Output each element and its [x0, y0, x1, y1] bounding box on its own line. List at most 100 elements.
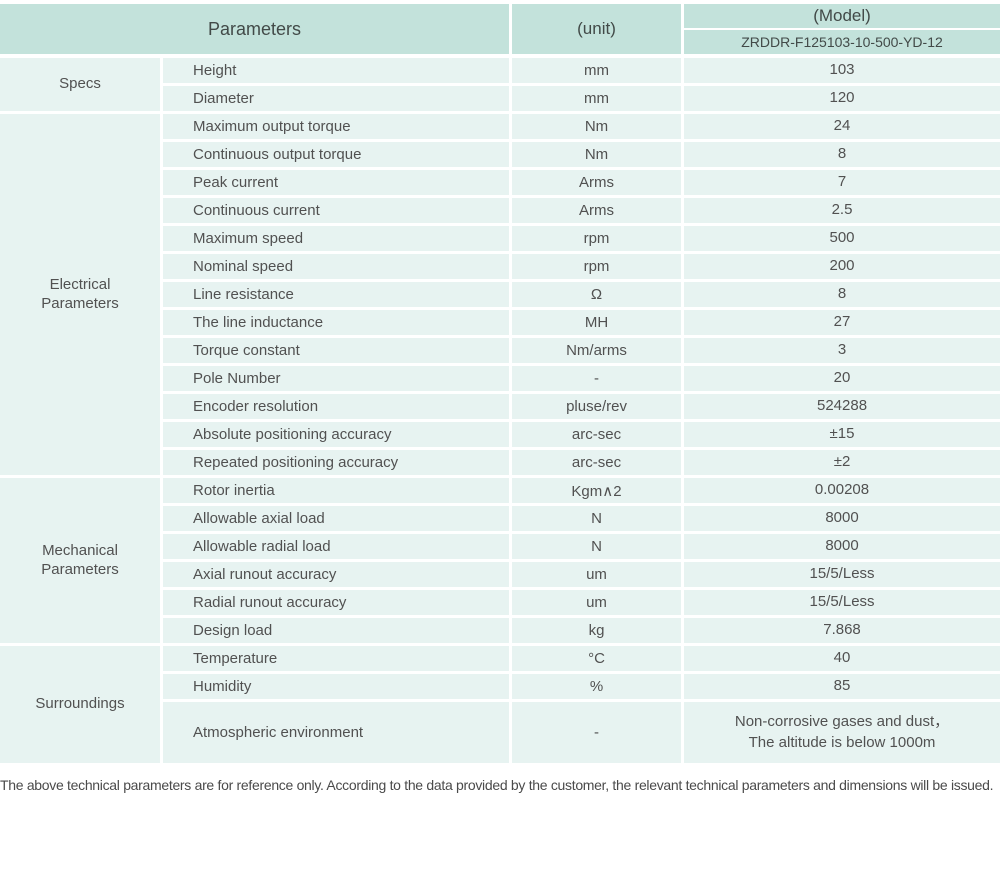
value-cell: 3 [684, 338, 1000, 366]
value-cell: 2.5 [684, 198, 1000, 226]
table-row: Diameter mm 120 [0, 86, 1000, 114]
name-cell: Torque constant [163, 338, 513, 366]
name-cell: Humidity [163, 674, 513, 702]
value-cell: 27 [684, 310, 1000, 338]
unit-cell: Arms [512, 170, 685, 198]
value-cell: 7.868 [684, 618, 1000, 646]
table-row: Atmospheric environment - Non-corrosive ga… [0, 702, 1000, 766]
unit-cell: arc-sec [512, 450, 685, 478]
name-cell: Repeated positioning accuracy [163, 450, 513, 478]
value-cell: 8 [684, 142, 1000, 170]
table-row: The line inductance MH 27 [0, 310, 1000, 338]
unit-cell: um [512, 590, 685, 618]
value-cell: 15/5/Less [684, 562, 1000, 590]
value-cell: ±2 [684, 450, 1000, 478]
name-cell: Allowable radial load [163, 534, 513, 562]
unit-header: (unit) [512, 4, 685, 58]
table-row: Electrical Parameters Maximum output torq… [0, 114, 1000, 478]
value-cell: 0.00208 [684, 478, 1000, 506]
name-cell: Continuous current [163, 198, 513, 226]
value-cell: 120 [684, 86, 1000, 114]
name-cell: Pole Number [163, 366, 513, 394]
value-cell: 85 [684, 674, 1000, 702]
name-cell: Maximum speed [163, 226, 513, 254]
unit-cell: mm [512, 58, 685, 86]
table-row: Encoder resolution pluse/rev 524288 [0, 394, 1000, 422]
name-cell: Height [163, 58, 513, 86]
unit-cell: arc-sec [512, 422, 685, 450]
name-cell: Continuous output torque [163, 142, 513, 170]
name-cell: Axial runout accuracy [163, 562, 513, 590]
table-row: Allowable radial load N 8000 [0, 534, 1000, 562]
name-cell: Atmospheric environment [163, 702, 513, 766]
value-cell: 500 [684, 226, 1000, 254]
name-cell: Absolute positioning accuracy [163, 422, 513, 450]
value-cell: 8 [684, 282, 1000, 310]
unit-cell: Nm [512, 114, 685, 142]
model-number: ZRDDR-F125103-10-500-YD-12 [684, 30, 1000, 58]
name-cell: Radial runout accuracy [163, 590, 513, 618]
table-row: Absolute positioning accuracy arc-sec ±15 [0, 422, 1000, 450]
unit-cell: MH [512, 310, 685, 338]
unit-cell: Nm [512, 142, 685, 170]
group-cell: Mechanical Parameters [0, 478, 163, 646]
header-row-1: Parameters (unit) (Model) [0, 4, 1000, 58]
table-row: Peak current Arms 7 [0, 170, 1000, 198]
group-cell: Electrical Parameters [0, 114, 163, 478]
group-cell: Surroundings [0, 646, 163, 766]
name-cell: Design load [163, 618, 513, 646]
unit-cell: N [512, 506, 685, 534]
value-cell: 40 [684, 646, 1000, 674]
unit-cell: °C [512, 646, 685, 674]
unit-cell: % [512, 674, 685, 702]
unit-cell: rpm [512, 226, 685, 254]
unit-cell: um [512, 562, 685, 590]
value-cell: 8000 [684, 506, 1000, 534]
table-row: Allowable axial load N 8000 [0, 506, 1000, 534]
value-cell: 524288 [684, 394, 1000, 422]
value-cell: 7 [684, 170, 1000, 198]
value-cell: 200 [684, 254, 1000, 282]
table-row: Design load kg 7.868 [0, 618, 1000, 646]
name-cell: The line inductance [163, 310, 513, 338]
value-cell: 20 [684, 366, 1000, 394]
table-row: Torque constant Nm/arms 3 [0, 338, 1000, 366]
table-row: Repeated positioning accuracy arc-sec ±2 [0, 450, 1000, 478]
table-row: Maximum speed rpm 500 [0, 226, 1000, 254]
value-cell: 24 [684, 114, 1000, 142]
table-row: Mechanical Parameters Rotor inertia Kgm∧2 0… [0, 478, 1000, 646]
table-row: Radial runout accuracy um 15/5/Less [0, 590, 1000, 618]
table-header: Parameters (unit) (Model) ZRDDR-F125103-… [0, 4, 1000, 58]
spec-sheet: Parameters (unit) (Model) ZRDDR-F125103-… [0, 4, 1000, 793]
table-row: Specs Height mm 103 [0, 58, 1000, 114]
table-row: Humidity% 85 [0, 674, 1000, 702]
header-row-2: ZRDDR-F125103-10-500-YD-12 [0, 30, 1000, 58]
unit-cell: - [512, 366, 685, 394]
unit-cell: mm [512, 86, 685, 114]
unit-cell: rpm [512, 254, 685, 282]
name-cell: Temperature [163, 646, 513, 674]
name-cell: Allowable axial load [163, 506, 513, 534]
unit-cell: Arms [512, 198, 685, 226]
model-header: (Model) [684, 4, 1000, 30]
name-cell: Rotor inertia [163, 478, 513, 506]
spec-table: Parameters (unit) (Model) ZRDDR-F125103-… [0, 4, 1000, 766]
name-cell: Line resistance [163, 282, 513, 310]
unit-cell: Kgm∧2 [512, 478, 685, 506]
name-cell: Nominal speed [163, 254, 513, 282]
table-row: Continuous output torque Nm 8 [0, 142, 1000, 170]
footer-note: The above technical parameters are for r… [0, 777, 994, 793]
table-row: Continuous current Arms 2.5 [0, 198, 1000, 226]
name-cell: Peak current [163, 170, 513, 198]
unit-cell: - [512, 702, 685, 766]
value-cell: 15/5/Less [684, 590, 1000, 618]
table-row: Line resistance Ω 8 [0, 282, 1000, 310]
table-row: Surroundings Temperature °C 40 [0, 646, 1000, 766]
unit-cell: Ω [512, 282, 685, 310]
value-cell: Non-corrosive gases and dust， The altitu… [684, 702, 1000, 766]
unit-cell: kg [512, 618, 685, 646]
value-cell: 8000 [684, 534, 1000, 562]
unit-cell: Nm/arms [512, 338, 685, 366]
unit-cell: pluse/rev [512, 394, 685, 422]
table-row: Pole Number -20 [0, 366, 1000, 394]
